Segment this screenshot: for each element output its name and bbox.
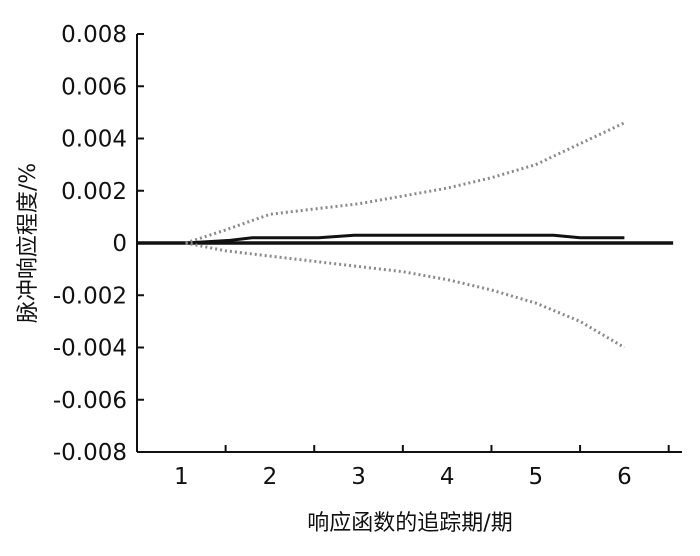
series-layer: [137, 121, 674, 349]
y-tick-label: 0.008: [61, 22, 127, 48]
y-ticks: 0.008 0.006 0.004 0.002 0 -0.002 -0.004 -0.006 -…: [53, 22, 144, 466]
y-tick-label: -0.008: [53, 440, 127, 466]
x-tick-label: 2: [263, 464, 278, 490]
y-tick-label: 0: [112, 231, 127, 257]
y-tick-label: 0.004: [61, 127, 127, 153]
x-tick-label: 6: [617, 464, 632, 490]
lower-confidence-band: [185, 241, 626, 349]
y-tick-label: -0.004: [53, 336, 127, 362]
upper-confidence-band: [185, 121, 626, 245]
y-axis-title: 脉冲响应程度/%: [16, 163, 41, 323]
x-tick-label: 5: [528, 464, 543, 490]
x-tick-label: 1: [174, 464, 189, 490]
x-tick-label: 4: [440, 464, 455, 490]
y-tick-label: -0.006: [53, 388, 127, 414]
impulse-response-line: [137, 233, 625, 245]
y-tick-label: 0.002: [61, 179, 127, 205]
x-tick-label: 3: [351, 464, 366, 490]
x-ticks: 1 2 3 4 5 6: [174, 445, 670, 490]
y-tick-label: -0.002: [53, 283, 127, 309]
x-axis-title: 响应函数的追踪期/期: [307, 511, 512, 536]
y-tick-label: 0.006: [61, 74, 127, 100]
